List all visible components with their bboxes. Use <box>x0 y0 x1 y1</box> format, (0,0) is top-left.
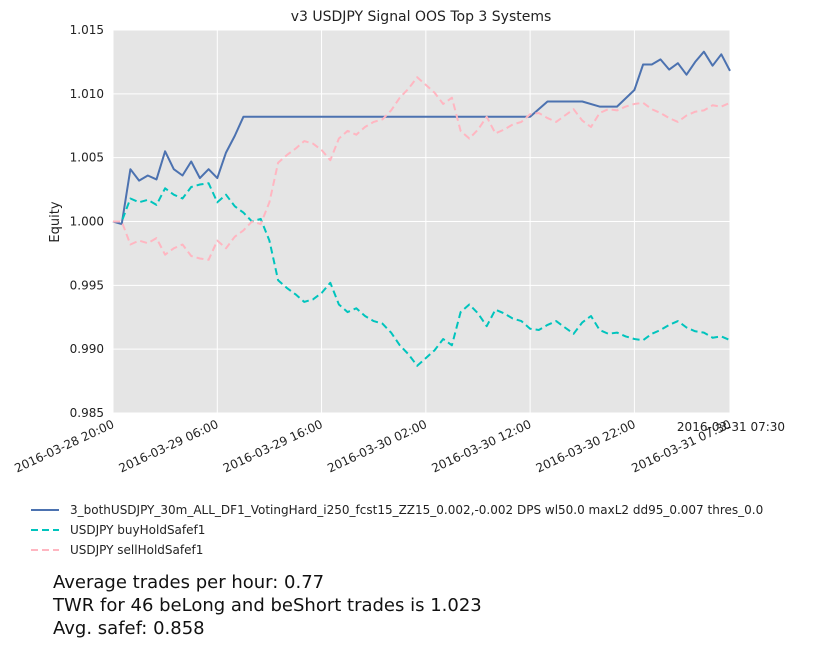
y-tick-labels: 0.985 0.990 0.995 1.000 1.005 1.010 1.015 <box>70 23 104 420</box>
y-tick-label: 1.010 <box>70 87 104 101</box>
grid-lines <box>112 29 731 414</box>
series-line-1 <box>112 50 731 226</box>
note-avg-safef: Avg. safef: 0.858 <box>53 618 205 639</box>
legend: 3_bothUSDJPY_30m_ALL_DF1_VotingHard_i250… <box>31 503 763 557</box>
note-twr: TWR for 46 beLong and beShort trades is … <box>53 595 482 616</box>
series-line-3 <box>113 76 731 261</box>
x-tick-label: 2016-03-30 12:00 <box>429 417 533 475</box>
legend-label: USDJPY sellHoldSafef1 <box>70 543 203 557</box>
equity-chart: v3 USDJPY Signal OOS Top 3 Systems 0.985… <box>12 9 785 557</box>
y-tick-label: 0.990 <box>70 342 104 356</box>
series-lines <box>112 50 731 367</box>
x-tick-label: 2016-03-28 20:00 <box>12 417 116 475</box>
x-corner-label: 2016-03-31 07:30 <box>677 420 785 434</box>
note-avg-trades: Average trades per hour: 0.77 <box>53 572 325 593</box>
x-tick-label: 2016-03-29 06:00 <box>117 417 221 475</box>
x-tick-label: 2016-03-30 02:00 <box>325 417 429 475</box>
y-axis-label: Equity <box>48 201 63 242</box>
x-tick-labels: 2016-03-28 20:00 2016-03-29 06:00 2016-03-… <box>12 417 733 475</box>
x-tick-label: 2016-03-29 16:00 <box>221 417 325 475</box>
y-tick-label: 1.015 <box>70 23 104 37</box>
y-tick-label: 1.000 <box>70 215 104 229</box>
series-line-2 <box>113 182 731 367</box>
legend-label: 3_bothUSDJPY_30m_ALL_DF1_VotingHard_i250… <box>70 503 763 517</box>
x-tick-label: 2016-03-30 22:00 <box>534 417 638 475</box>
chart-title: v3 USDJPY Signal OOS Top 3 Systems <box>291 9 552 25</box>
y-tick-label: 0.985 <box>70 406 104 420</box>
y-tick-label: 1.005 <box>70 151 104 165</box>
legend-label: USDJPY buyHoldSafef1 <box>70 523 205 537</box>
y-tick-label: 0.995 <box>70 278 104 292</box>
